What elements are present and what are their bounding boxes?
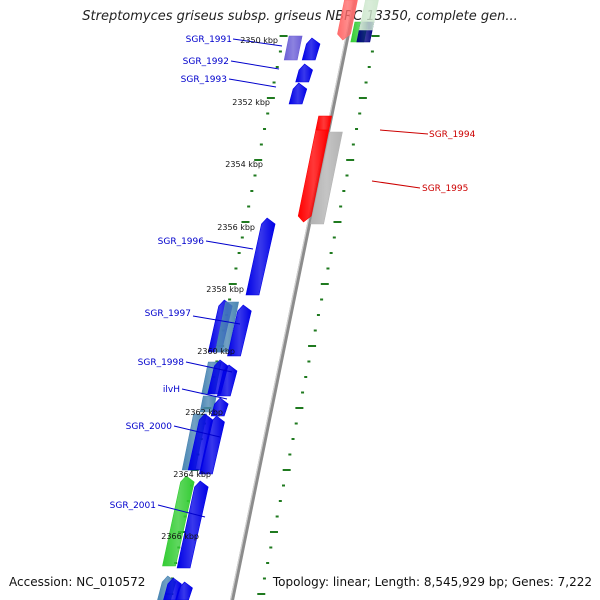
gene-arrow-sgr-1991[interactable]: [301, 37, 321, 61]
scale-label-2360: 2360 kbp: [197, 347, 235, 356]
leader-sgr-1991: [232, 38, 283, 47]
gene-label-sgr-1994[interactable]: SGR_1994: [429, 130, 476, 140]
genome-summary-text: Topology: linear; Length: 8,545,929 bp; …: [272, 575, 592, 589]
gene-arrow-sgr-1991-purple[interactable]: [283, 35, 303, 61]
gene-label-sgr-1997[interactable]: SGR_1997: [145, 309, 191, 319]
gene-label-sgr-1995[interactable]: SGR_1995: [422, 184, 468, 194]
gene-arrow-top-gray[interactable]: [358, 0, 379, 31]
gene-arrow-sgr-1998-a[interactable]: [207, 359, 229, 395]
genome-title: Streptomyces griseus subsp. griseus NBRC…: [82, 9, 518, 24]
gene-arrow-sgr-2000-a[interactable]: [187, 413, 214, 471]
gene-arrow-bottom-b[interactable]: [175, 581, 193, 600]
gene-arrow-sgr-2001[interactable]: [176, 480, 209, 569]
gene-label-sgr-1993[interactable]: SGR_1993: [181, 75, 227, 85]
scale-label-2362: 2362 kbp: [185, 408, 223, 417]
gene-arrow-ilvh[interactable]: [210, 397, 229, 417]
leader-sgr-2000: [173, 425, 221, 438]
gene-arrow-sgr-1995-red[interactable]: [297, 129, 330, 223]
gene-label-sgr-2001[interactable]: SGR_2001: [110, 501, 156, 511]
scale-label-2356: 2356 kbp: [217, 223, 255, 232]
gene-arrow-sgr-1993[interactable]: [288, 82, 308, 105]
gene-label-sgr-1991[interactable]: SGR_1991: [186, 35, 232, 45]
chromosome-backbone-highlight: [229, 0, 355, 600]
leader-sgr-1994: [379, 129, 429, 135]
scale-label-2358: 2358 kbp: [206, 285, 244, 294]
scale-label-2352: 2352 kbp: [232, 98, 270, 107]
leader-sgr-1992: [230, 60, 280, 70]
gene-arrow-top-red[interactable]: [337, 0, 358, 41]
gene-label-sgr-1996[interactable]: SGR_1996: [158, 237, 205, 247]
leader-sgr-1996: [205, 240, 254, 250]
leader-sgr-1995: [371, 180, 421, 189]
leader-sgr-1993: [228, 78, 277, 88]
scale-label-2350: 2350 kbp: [240, 36, 278, 45]
scale-label-2366: 2366 kbp: [161, 532, 199, 541]
leader-sgr-1997: [192, 315, 241, 325]
gene-arrow-sgr-2001-green[interactable]: [162, 475, 195, 567]
leader-ilvh: [181, 388, 228, 400]
leader-sgr-2001: [157, 504, 206, 518]
gene-label-sgr-1992[interactable]: SGR_1992: [183, 57, 229, 67]
scale-label-2364: 2364 kbp: [173, 470, 211, 479]
leader-sgr-1998: [185, 361, 233, 373]
gene-arrow-sgr-1995[interactable]: [310, 131, 343, 225]
gene-arrow-sgr-2000[interactable]: [199, 415, 225, 475]
chromosome-backbone: [230, 0, 357, 600]
gene-arrow-sgr-1994[interactable]: [315, 115, 333, 131]
gene-arrow-sgr-1992[interactable]: [295, 63, 313, 83]
gene-label-ilvh[interactable]: ilvH: [163, 385, 180, 395]
gene-arrow-sgr-1997-b[interactable]: [227, 304, 252, 357]
gene-label-sgr-1998[interactable]: SGR_1998: [138, 358, 185, 368]
scale-label-2354: 2354 kbp: [225, 160, 263, 169]
gene-label-sgr-2000[interactable]: SGR_2000: [126, 422, 173, 432]
gene-arrow-sgr-1996[interactable]: [245, 217, 276, 296]
accession-text: Accession: NC_010572: [9, 575, 146, 589]
